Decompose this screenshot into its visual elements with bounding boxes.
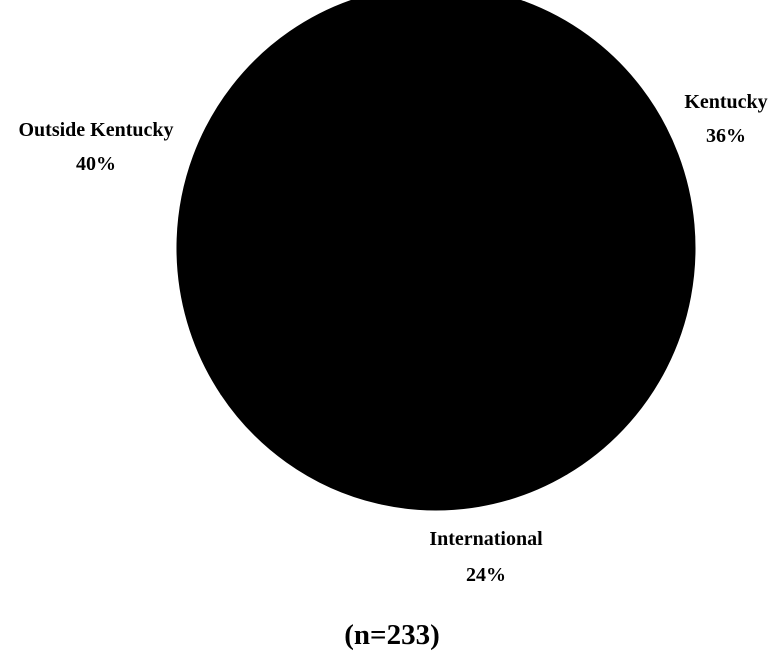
pie-slice-outside-kentucky <box>176 0 526 396</box>
pie-slice-international <box>220 247 568 511</box>
slice-value-outside-kentucky: 40% <box>76 153 116 175</box>
slice-label-outside-kentucky: Outside Kentucky <box>18 119 173 141</box>
pie-slice-kentucky <box>435 1 696 475</box>
slice-label-kentucky: Kentucky <box>684 91 767 113</box>
slice-value-international: 24% <box>466 564 506 586</box>
slice-label-international: International <box>429 528 543 550</box>
pie-labels: Kentucky 36% International 24% Outside K… <box>18 91 767 651</box>
sample-size-label: (n=233) <box>344 619 439 651</box>
pie-slices <box>176 0 696 511</box>
slice-value-kentucky: 36% <box>706 125 746 147</box>
